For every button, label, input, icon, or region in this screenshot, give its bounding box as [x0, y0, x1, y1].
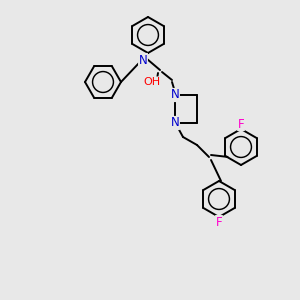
- Text: F: F: [216, 215, 222, 229]
- Text: N: N: [139, 53, 147, 67]
- Text: N: N: [171, 116, 179, 130]
- Text: OH: OH: [143, 77, 161, 87]
- Text: N: N: [171, 88, 179, 101]
- Text: F: F: [238, 118, 244, 130]
